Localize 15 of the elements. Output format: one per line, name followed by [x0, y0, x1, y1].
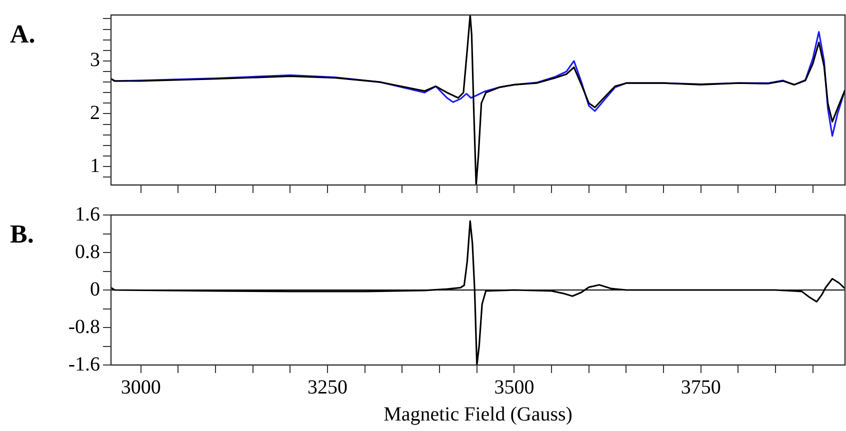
x-tick-label: 3500	[494, 376, 534, 398]
y-tick-label: 1.6	[75, 203, 100, 226]
x-tick-label: 3000	[120, 376, 161, 398]
x-tick-label: 3250	[308, 376, 348, 398]
y-tick-label: -1.6	[68, 353, 100, 376]
x-tick-label: 3750	[680, 376, 721, 398]
y-tick-label: 2	[90, 102, 100, 124]
y-tick-label: 1	[90, 154, 100, 177]
y-tick-label: 0.8	[75, 240, 100, 263]
y-tick-label: 3	[90, 49, 100, 72]
chart-title: B.	[10, 220, 34, 249]
chart-title: A.	[10, 20, 36, 49]
x-axis-title: Magnetic Field (Gauss)	[384, 403, 572, 426]
y-tick-label: 0	[90, 278, 100, 300]
y-tick-label: -0.8	[68, 316, 100, 338]
